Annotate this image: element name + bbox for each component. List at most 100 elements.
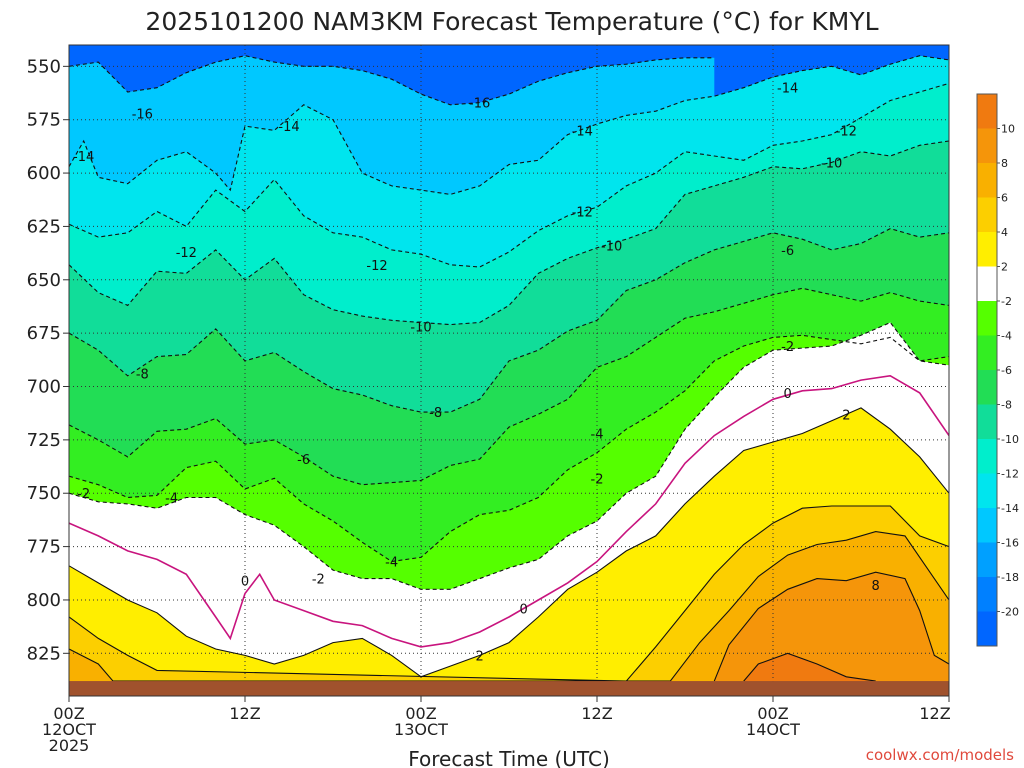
- x-tick-label: 2025: [49, 736, 90, 755]
- contour-label: -12: [836, 124, 857, 139]
- colorbar-label: 8: [1001, 157, 1008, 170]
- y-tick-label: 725: [27, 430, 61, 451]
- x-tick-label: 13OCT: [394, 720, 448, 739]
- plot-frame: [68, 44, 950, 697]
- colorbar-label: -2: [1001, 295, 1012, 308]
- colorbar-label: 2: [1001, 261, 1008, 274]
- contour-label: -14: [777, 82, 798, 97]
- colorbar-label: -20: [1001, 606, 1019, 619]
- contour-label: 2: [842, 408, 850, 423]
- colorbar-band: [977, 301, 997, 336]
- y-tick-label: 575: [27, 110, 61, 131]
- colorbar-label: 6: [1001, 192, 1008, 205]
- grid-lines: [69, 45, 949, 696]
- contour-label: -12: [572, 205, 593, 220]
- colorbar-label: -8: [1001, 399, 1012, 412]
- y-tick-label: 800: [27, 590, 61, 611]
- y-tick-label: 550: [27, 56, 61, 77]
- y-tick-label: 825: [27, 643, 61, 664]
- contour-label: -14: [572, 124, 593, 139]
- contour-line-minus10: [69, 140, 949, 326]
- colorbar-label: -10: [1001, 433, 1019, 446]
- contour-line-minus16: [69, 55, 715, 106]
- colorbar-band: [977, 266, 997, 302]
- contour-line-0: [69, 374, 949, 648]
- x-tick-label: 00Z: [405, 704, 436, 723]
- x-tick-label: 12Z: [581, 704, 612, 723]
- contour-line-8: [713, 571, 949, 682]
- y-tick-label: 650: [27, 270, 61, 291]
- contour-label: -4: [165, 491, 178, 506]
- contour-line-minus2: [69, 321, 949, 590]
- x-tick-label: 12OCT: [42, 720, 96, 739]
- x-tick-label: 00Z: [757, 704, 788, 723]
- contour-label: -6: [297, 453, 310, 468]
- colorbar-band: [977, 163, 997, 198]
- contour-label: -16: [469, 97, 490, 112]
- colorbar-label: -4: [1001, 330, 1012, 343]
- colorbar-band: [977, 232, 997, 267]
- colorbar-label: -14: [1001, 502, 1019, 515]
- contour-label: -4: [591, 427, 604, 442]
- contour-label: -10: [601, 240, 622, 255]
- colorbar: 10 8 6 4 2 -2 -4 -6 -8 -10 -12 -14 -16 -18 -20: [976, 93, 1019, 647]
- colorbar-band: [977, 404, 997, 440]
- y-tick-label: 700: [27, 377, 61, 398]
- colorbar-band: [977, 370, 997, 405]
- contour-label: -2: [312, 573, 325, 588]
- y-tick-label: 750: [27, 483, 61, 504]
- contour-label: 0: [241, 575, 249, 590]
- colorbar-label: 4: [1001, 226, 1008, 239]
- contour-label: 0: [784, 387, 792, 402]
- x-axis-label: Forecast Time (UTC): [408, 747, 610, 768]
- colorbar-label: 10: [1001, 123, 1015, 136]
- contour-label: -8: [136, 368, 149, 383]
- contour-label: -2: [77, 487, 90, 502]
- contour-line-4: [69, 505, 949, 682]
- colorbar-label: -6: [1001, 364, 1012, 377]
- colorbar-band: [977, 611, 997, 647]
- contour-label: -12: [366, 259, 387, 274]
- contour-label: -4: [385, 556, 398, 571]
- contour-label: -12: [176, 246, 197, 261]
- y-tick-label: 625: [27, 216, 61, 237]
- credit-text: coolwx.com/models: [866, 746, 1014, 764]
- contour-line-minus8: [69, 228, 949, 413]
- colorbar-band: [977, 335, 997, 371]
- chart-title: 2025101200 NAM3KM Forecast Temperature (…: [145, 7, 878, 36]
- contour-label: -2: [781, 340, 794, 355]
- x-tick-label: 12Z: [919, 704, 950, 723]
- colorbar-band: [977, 439, 997, 474]
- contour-line-minus12: [69, 82, 949, 268]
- colorbar-band: [977, 542, 997, 578]
- contour-label: 0: [520, 602, 528, 617]
- contour-line-minus6: [69, 287, 949, 486]
- y-tick-label: 775: [27, 537, 61, 558]
- x-tick-label: 12Z: [229, 704, 260, 723]
- colorbar-band: [977, 577, 997, 612]
- colorbar-label: -16: [1001, 537, 1019, 550]
- colorbar-band: [977, 94, 997, 129]
- colorbar-band: [977, 128, 997, 164]
- contour-lines: [69, 55, 949, 682]
- y-axis: 550 575 600 625 650 675 700 725 750 775 800 825: [27, 56, 69, 664]
- contour-line-minus4: [69, 334, 949, 563]
- y-tick-label: 600: [27, 163, 61, 184]
- contour-label: -14: [73, 150, 94, 165]
- colorbar-label: -12: [1001, 468, 1019, 481]
- ground-terrain: [69, 681, 949, 696]
- colorbar-band: [977, 197, 997, 233]
- colorbar-label: -18: [1001, 571, 1019, 584]
- colorbar-band: [977, 508, 997, 543]
- contour-label: -8: [429, 406, 442, 421]
- colorbar-band: [977, 473, 997, 509]
- contour-label: -16: [132, 107, 153, 122]
- contour-label: 8: [872, 579, 880, 594]
- contour-label: 2: [476, 649, 484, 664]
- contour-line-minus14: [69, 55, 949, 195]
- contour-label: -2: [591, 472, 604, 487]
- x-tick-label: 00Z: [53, 704, 84, 723]
- y-tick-label: 675: [27, 323, 61, 344]
- plot-area: -16 -16 -14 -14 -14 -14 -12 -12 -12 -12 -10 -10 -10 -…: [69, 45, 949, 696]
